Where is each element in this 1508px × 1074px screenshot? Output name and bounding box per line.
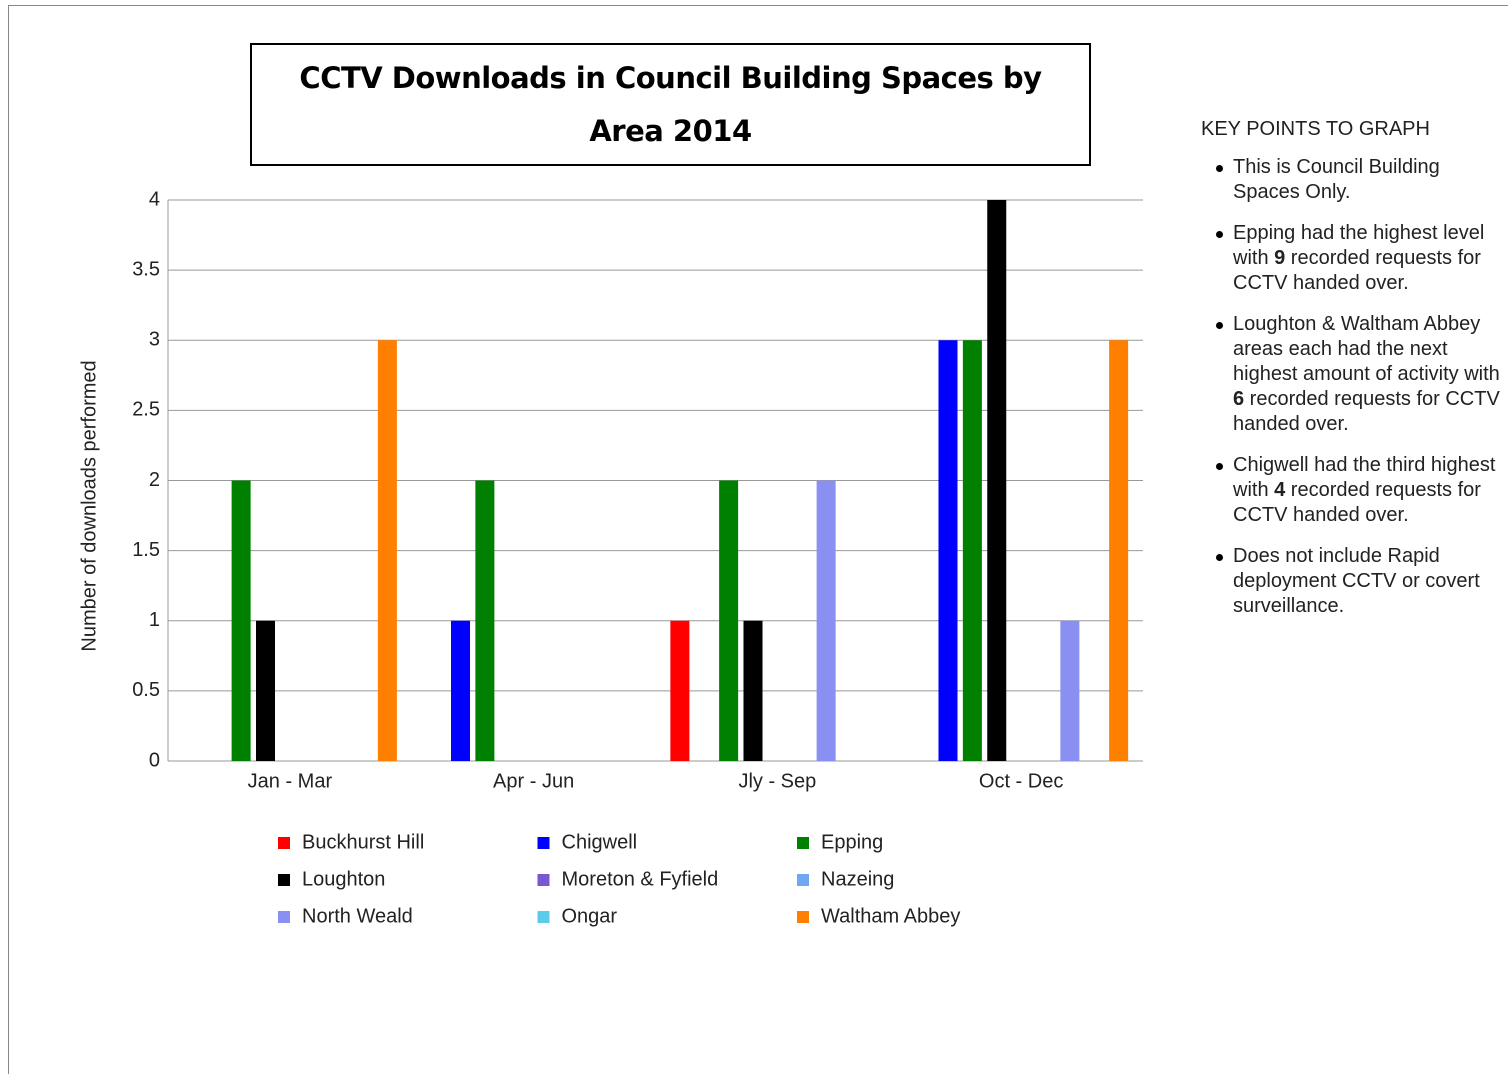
bar [962, 340, 982, 761]
legend-swatch [537, 911, 550, 923]
bar [231, 480, 251, 761]
key-point-text: Does not include Rapid deployment CCTV o… [1233, 545, 1480, 617]
bar [377, 340, 397, 761]
x-tick-label: Oct - Dec [979, 770, 1063, 792]
key-point: This is Council Building Spaces Only. [1201, 155, 1501, 205]
legend-label: Moreton & Fyfield [562, 868, 719, 890]
key-point-text: This is Council Building Spaces Only. [1233, 156, 1440, 203]
key-point-text: recorded requests for CCTV handed over. [1233, 479, 1481, 526]
legend-swatch [537, 837, 550, 849]
legend-swatch [797, 874, 809, 886]
bar [1060, 620, 1080, 761]
bar [743, 620, 763, 761]
key-point: Epping had the highest level with 9 reco… [1201, 221, 1501, 296]
y-tick-label: 0.5 [132, 679, 160, 701]
key-point-emphasis: 4 [1274, 479, 1286, 501]
y-tick-label: 1.5 [132, 539, 160, 561]
key-point: Loughton & Waltham Abbey areas each had … [1201, 312, 1501, 437]
legend-label: Buckhurst Hill [302, 831, 424, 853]
y-tick-label: 2 [149, 469, 160, 491]
x-tick-label: Apr - Jun [493, 770, 574, 792]
bar [987, 200, 1007, 761]
legend-label: Waltham Abbey [821, 905, 960, 927]
legend-swatch [278, 911, 290, 923]
key-point-text: Epping had the highest level with [1233, 222, 1485, 269]
y-tick-label: 1 [149, 609, 160, 631]
legend-swatch [797, 837, 809, 849]
title-box: CCTV Downloads in Council Building Space… [250, 43, 1091, 166]
bar [1109, 340, 1129, 761]
legend-label: Chigwell [562, 831, 638, 853]
bar [450, 620, 471, 761]
bar [255, 620, 276, 761]
legend-label: North Weald [302, 905, 413, 927]
legend-label: Loughton [302, 868, 385, 890]
y-axis-label: Number of downloads performed [78, 360, 100, 651]
bar [719, 480, 739, 761]
legend-label: Ongar [562, 905, 618, 927]
x-tick-label: Jan - Mar [248, 770, 333, 792]
key-point-text: Loughton & Waltham Abbey areas each had … [1233, 313, 1500, 385]
bar [816, 480, 836, 761]
bar [475, 480, 495, 761]
y-tick-label: 2.5 [132, 399, 160, 421]
y-tick-label: 3 [149, 329, 160, 351]
key-point-text: recorded requests for CCTV handed over. [1233, 247, 1481, 294]
x-tick-label: Jly - Sep [738, 770, 816, 792]
legend-label: Epping [821, 831, 883, 853]
key-title: KEY POINTS TO GRAPH [1201, 118, 1430, 140]
key-points: KEY POINTS TO GRAPH This is Council Buil… [1201, 118, 1501, 635]
legend-swatch [797, 911, 809, 923]
y-tick-label: 4 [149, 188, 160, 210]
y-tick-label: 3.5 [132, 258, 160, 280]
key-point-emphasis: 9 [1274, 247, 1286, 269]
legend-label: Nazeing [821, 868, 894, 890]
key-list: This is Council Building Spaces Only. Epp… [1201, 155, 1501, 619]
key-point-text: recorded requests for CCTV handed over. [1233, 388, 1500, 435]
legend-swatch [278, 874, 290, 886]
key-point-text: Chigwell had the third highest with [1233, 454, 1496, 501]
key-point: Chigwell had the third highest with 4 re… [1201, 453, 1501, 528]
legend-swatch [537, 874, 550, 886]
key-point-emphasis: 6 [1233, 388, 1245, 410]
key-point: Does not include Rapid deployment CCTV o… [1201, 544, 1501, 619]
legend-swatch [278, 837, 290, 849]
bar [670, 620, 690, 761]
bar [938, 340, 958, 761]
chart-title: CCTV Downloads in Council Building Space… [299, 60, 1042, 148]
y-tick-label: 0 [149, 749, 160, 771]
